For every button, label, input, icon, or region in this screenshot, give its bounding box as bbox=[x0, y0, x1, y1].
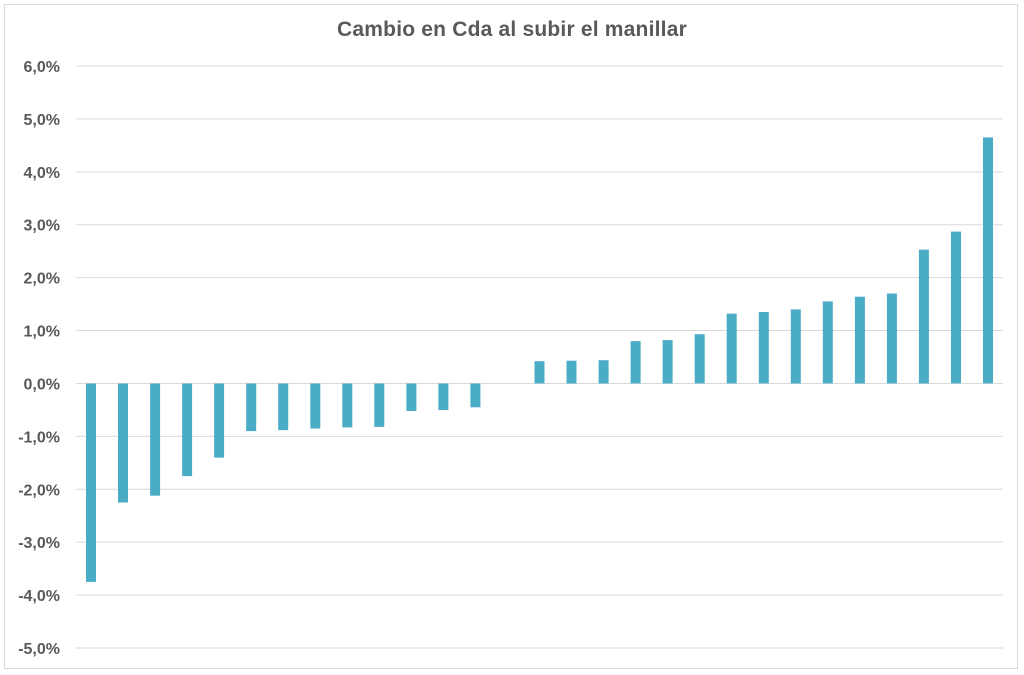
bar bbox=[630, 341, 641, 384]
bar bbox=[598, 360, 609, 384]
y-tick-label: 6,0% bbox=[24, 59, 60, 76]
chart-title: Cambio en Cda al subir el manillar bbox=[337, 18, 687, 41]
y-tick-label: 1,0% bbox=[24, 324, 60, 341]
bar bbox=[118, 383, 128, 503]
y-tick-label: -4,0% bbox=[18, 588, 60, 605]
bar bbox=[726, 313, 737, 384]
chart-frame bbox=[4, 4, 1018, 669]
bar bbox=[758, 312, 769, 384]
bar bbox=[86, 383, 96, 582]
y-tick-label: -1,0% bbox=[18, 429, 60, 446]
bars bbox=[86, 137, 993, 582]
bar bbox=[886, 293, 897, 384]
bar bbox=[342, 383, 353, 428]
bar bbox=[150, 383, 161, 496]
bar bbox=[566, 360, 577, 384]
bar bbox=[470, 383, 481, 408]
y-tick-label: -2,0% bbox=[18, 482, 60, 499]
y-tick-label: 3,0% bbox=[24, 218, 60, 235]
y-tick-label: -5,0% bbox=[18, 641, 60, 658]
bar bbox=[822, 301, 833, 384]
gridlines bbox=[76, 65, 1003, 649]
y-tick-label: 4,0% bbox=[24, 165, 60, 182]
y-tick-label: 2,0% bbox=[24, 271, 60, 288]
bar bbox=[918, 249, 929, 384]
bar bbox=[694, 334, 705, 384]
bar bbox=[374, 383, 385, 427]
y-tick-label: 5,0% bbox=[24, 112, 60, 129]
bar bbox=[278, 383, 289, 431]
bar bbox=[246, 383, 257, 432]
bar bbox=[983, 137, 993, 384]
bar bbox=[182, 383, 193, 477]
y-axis-tick-labels: 6,0% 5,0% 4,0% 3,0% 2,0% 1,0% 0,0% -1,0% -2,0% -3… bbox=[18, 59, 60, 658]
bar bbox=[534, 361, 545, 384]
bar bbox=[438, 383, 449, 410]
bar bbox=[951, 231, 961, 384]
y-tick-label: -3,0% bbox=[18, 535, 60, 552]
bar bbox=[214, 383, 225, 458]
y-tick-label: 0,0% bbox=[24, 376, 60, 393]
bar bbox=[854, 296, 865, 384]
bar bbox=[790, 309, 801, 384]
bar bbox=[310, 383, 321, 429]
bar bbox=[662, 340, 673, 384]
bar bbox=[406, 383, 417, 411]
